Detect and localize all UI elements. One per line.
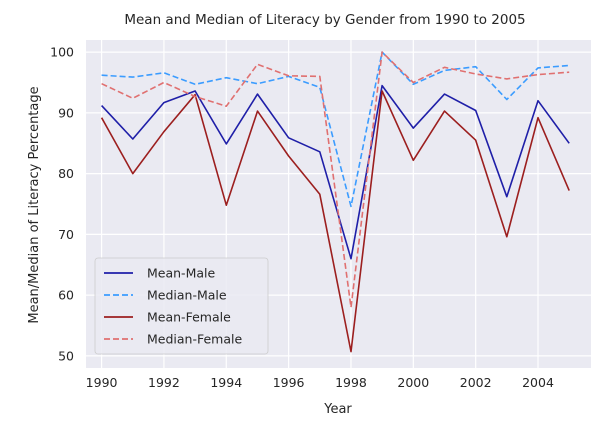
y-tick-label: 80	[58, 166, 74, 181]
legend-entry: Mean-Female	[147, 310, 231, 325]
y-ticks: 50 60 70 80 90 100	[50, 45, 74, 364]
x-tick-label: 2004	[522, 375, 554, 390]
series-lines	[100, 51, 570, 353]
x-tick-label: 1990	[86, 375, 118, 390]
legend-entry: Median-Male	[147, 288, 227, 303]
y-tick-label: 90	[58, 105, 74, 120]
x-tick-label: 2002	[460, 375, 492, 390]
series-line-mean-male	[101, 84, 570, 260]
series-line-median-female	[101, 51, 570, 309]
x-tick-label: 1994	[210, 375, 242, 390]
x-tick-label: 1992	[148, 375, 180, 390]
legend: Mean-Male Median-Male Mean-Female Median-Fe…	[94, 257, 269, 355]
x-tick-label: 2000	[397, 375, 429, 390]
y-tick-label: 100	[50, 45, 74, 60]
x-tick-label: 1998	[335, 375, 367, 390]
x-axis-label: Year	[323, 402, 352, 417]
chart-title: Mean and Median of Literacy by Gender fr…	[124, 12, 525, 28]
y-axis-label: Mean/Median of Literacy Percentage	[27, 86, 42, 323]
y-tick-label: 70	[58, 227, 74, 242]
legend-entry: Mean-Male	[147, 266, 215, 281]
series-line-mean-female	[100, 90, 570, 353]
x-tick-label: 1996	[273, 375, 305, 390]
y-tick-label: 50	[58, 348, 74, 363]
y-tick-label: 60	[58, 288, 74, 303]
legend-box	[94, 257, 269, 355]
x-ticks: 1990 1992 1994 1996 1998 2000 2002 2004	[86, 375, 554, 390]
legend-entry: Median-Female	[147, 332, 242, 347]
